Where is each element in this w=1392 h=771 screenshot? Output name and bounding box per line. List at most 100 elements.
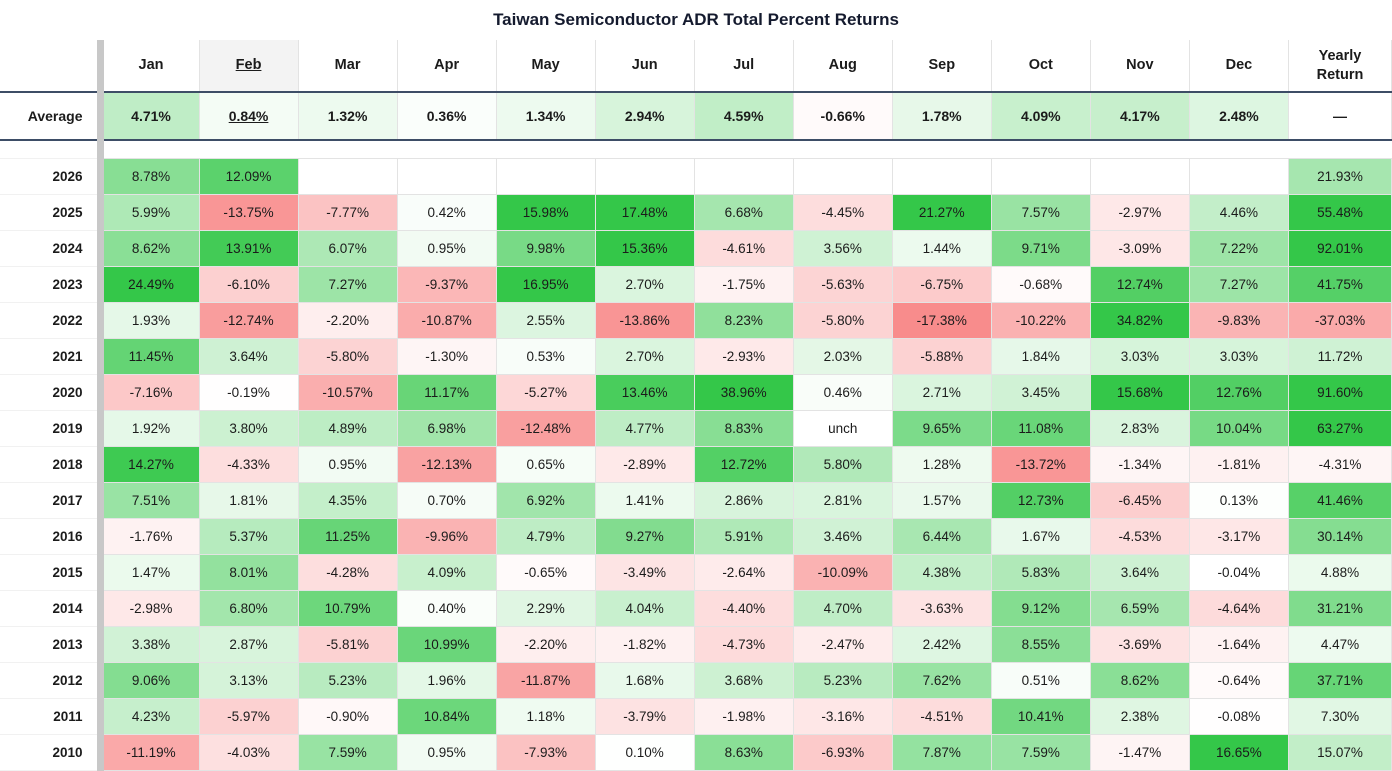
year-label: 2011 bbox=[0, 697, 104, 735]
year-row-2018: 2018 14.27% -4.33% 0.95% -12.13% 0.65% -2.89% 1… bbox=[0, 445, 1392, 483]
average-cell-aug: -0.66% bbox=[792, 91, 893, 141]
return-cell: -5.81% bbox=[297, 625, 398, 663]
return-cell: 2.55% bbox=[495, 301, 596, 339]
return-cell: 7.57% bbox=[990, 193, 1091, 231]
month-header-jan[interactable]: Jan bbox=[99, 40, 200, 93]
return-cell: -2.89% bbox=[594, 445, 695, 483]
return-cell: -6.75% bbox=[891, 265, 992, 303]
average-cell-oct: 4.09% bbox=[990, 91, 1091, 141]
spacer-row bbox=[0, 140, 1392, 158]
return-cell bbox=[297, 157, 398, 195]
yearly-return-header[interactable]: Yearly Return bbox=[1288, 40, 1392, 93]
return-cell: 16.95% bbox=[495, 265, 596, 303]
yearly-return-cell: 21.93% bbox=[1288, 157, 1392, 195]
return-cell: -12.13% bbox=[396, 445, 497, 483]
yearly-return-cell: 30.14% bbox=[1288, 517, 1392, 555]
return-cell: -12.48% bbox=[495, 409, 596, 447]
month-header-jun[interactable]: Jun bbox=[594, 40, 695, 93]
return-cell: 4.79% bbox=[495, 517, 596, 555]
return-cell: 1.28% bbox=[891, 445, 992, 483]
year-row-2011: 2011 4.23% -5.97% -0.90% 10.84% 1.18% -3.79% -1… bbox=[0, 697, 1392, 735]
month-header-may[interactable]: May bbox=[495, 40, 596, 93]
month-header-dec[interactable]: Dec bbox=[1188, 40, 1290, 93]
return-cell: 0.42% bbox=[396, 193, 497, 231]
return-cell: -3.09% bbox=[1089, 229, 1190, 267]
return-cell: -5.97% bbox=[198, 697, 299, 735]
year-label: 2021 bbox=[0, 337, 104, 375]
return-cell: 3.68% bbox=[693, 661, 794, 699]
return-cell: 8.83% bbox=[693, 409, 794, 447]
return-cell: -4.03% bbox=[198, 733, 299, 771]
return-cell: 4.38% bbox=[891, 553, 992, 591]
return-cell: -4.45% bbox=[792, 193, 893, 231]
month-header-feb[interactable]: Feb bbox=[198, 40, 299, 93]
return-cell: 0.10% bbox=[594, 733, 695, 771]
year-row-2013: 2013 3.38% 2.87% -5.81% 10.99% -2.20% -1.82% -4… bbox=[0, 625, 1392, 663]
return-cell: -3.17% bbox=[1188, 517, 1290, 555]
return-cell: 11.25% bbox=[297, 517, 398, 555]
return-cell: -6.10% bbox=[198, 265, 299, 303]
return-cell: 3.03% bbox=[1188, 337, 1290, 375]
return-cell: 6.80% bbox=[198, 589, 299, 627]
return-cell: -6.45% bbox=[1089, 481, 1190, 519]
return-cell: 0.13% bbox=[1188, 481, 1290, 519]
year-label: 2010 bbox=[0, 733, 104, 771]
return-cell: -2.93% bbox=[693, 337, 794, 375]
return-cell: 15.36% bbox=[594, 229, 695, 267]
return-cell: 2.70% bbox=[594, 265, 695, 303]
return-cell: -0.90% bbox=[297, 697, 398, 735]
yearly-return-cell: 7.30% bbox=[1288, 697, 1392, 735]
return-cell: 8.62% bbox=[99, 229, 200, 267]
month-header-nov[interactable]: Nov bbox=[1089, 40, 1190, 93]
month-header-mar[interactable]: Mar bbox=[297, 40, 398, 93]
return-cell: 2.81% bbox=[792, 481, 893, 519]
return-cell: -13.75% bbox=[198, 193, 299, 231]
month-header-oct[interactable]: Oct bbox=[990, 40, 1091, 93]
return-cell: 9.71% bbox=[990, 229, 1091, 267]
year-label: 2015 bbox=[0, 553, 104, 591]
return-cell: 34.82% bbox=[1089, 301, 1190, 339]
return-cell: -9.83% bbox=[1188, 301, 1290, 339]
return-cell: 4.77% bbox=[594, 409, 695, 447]
return-cell: -10.87% bbox=[396, 301, 497, 339]
month-header-sep[interactable]: Sep bbox=[891, 40, 992, 93]
return-cell: 3.56% bbox=[792, 229, 893, 267]
return-cell: 7.59% bbox=[990, 733, 1091, 771]
return-cell: 11.45% bbox=[99, 337, 200, 375]
return-cell: 3.13% bbox=[198, 661, 299, 699]
return-cell: -11.87% bbox=[495, 661, 596, 699]
year-label: 2018 bbox=[0, 445, 104, 483]
year-label: 2012 bbox=[0, 661, 104, 699]
return-cell: -6.93% bbox=[792, 733, 893, 771]
return-cell: 12.73% bbox=[990, 481, 1091, 519]
return-cell: 4.35% bbox=[297, 481, 398, 519]
return-cell: 10.99% bbox=[396, 625, 497, 663]
average-cell-jul: 4.59% bbox=[693, 91, 794, 141]
return-cell: 17.48% bbox=[594, 193, 695, 231]
return-cell: 7.22% bbox=[1188, 229, 1290, 267]
spacer-cell bbox=[100, 140, 1392, 158]
average-label: Average bbox=[0, 91, 104, 141]
month-header-aug[interactable]: Aug bbox=[792, 40, 893, 93]
page-title: Taiwan Semiconductor ADR Total Percent R… bbox=[493, 10, 899, 29]
return-cell: 12.74% bbox=[1089, 265, 1190, 303]
average-cell-feb: 0.84% bbox=[198, 91, 299, 141]
return-cell: -3.69% bbox=[1089, 625, 1190, 663]
return-cell: 24.49% bbox=[99, 265, 200, 303]
month-header-jul[interactable]: Jul bbox=[693, 40, 794, 93]
return-cell: -3.16% bbox=[792, 697, 893, 735]
month-header-apr[interactable]: Apr bbox=[396, 40, 497, 93]
return-cell: 6.07% bbox=[297, 229, 398, 267]
return-cell: 0.53% bbox=[495, 337, 596, 375]
yearly-return-cell: 91.60% bbox=[1288, 373, 1392, 411]
return-cell: -9.96% bbox=[396, 517, 497, 555]
yearly-return-cell: 41.75% bbox=[1288, 265, 1392, 303]
return-cell: 1.84% bbox=[990, 337, 1091, 375]
return-cell: 1.47% bbox=[99, 553, 200, 591]
return-cell: -7.16% bbox=[99, 373, 200, 411]
return-cell: 4.04% bbox=[594, 589, 695, 627]
return-cell bbox=[990, 157, 1091, 195]
return-cell: -13.86% bbox=[594, 301, 695, 339]
return-cell: 7.51% bbox=[99, 481, 200, 519]
return-cell: -11.19% bbox=[99, 733, 200, 771]
